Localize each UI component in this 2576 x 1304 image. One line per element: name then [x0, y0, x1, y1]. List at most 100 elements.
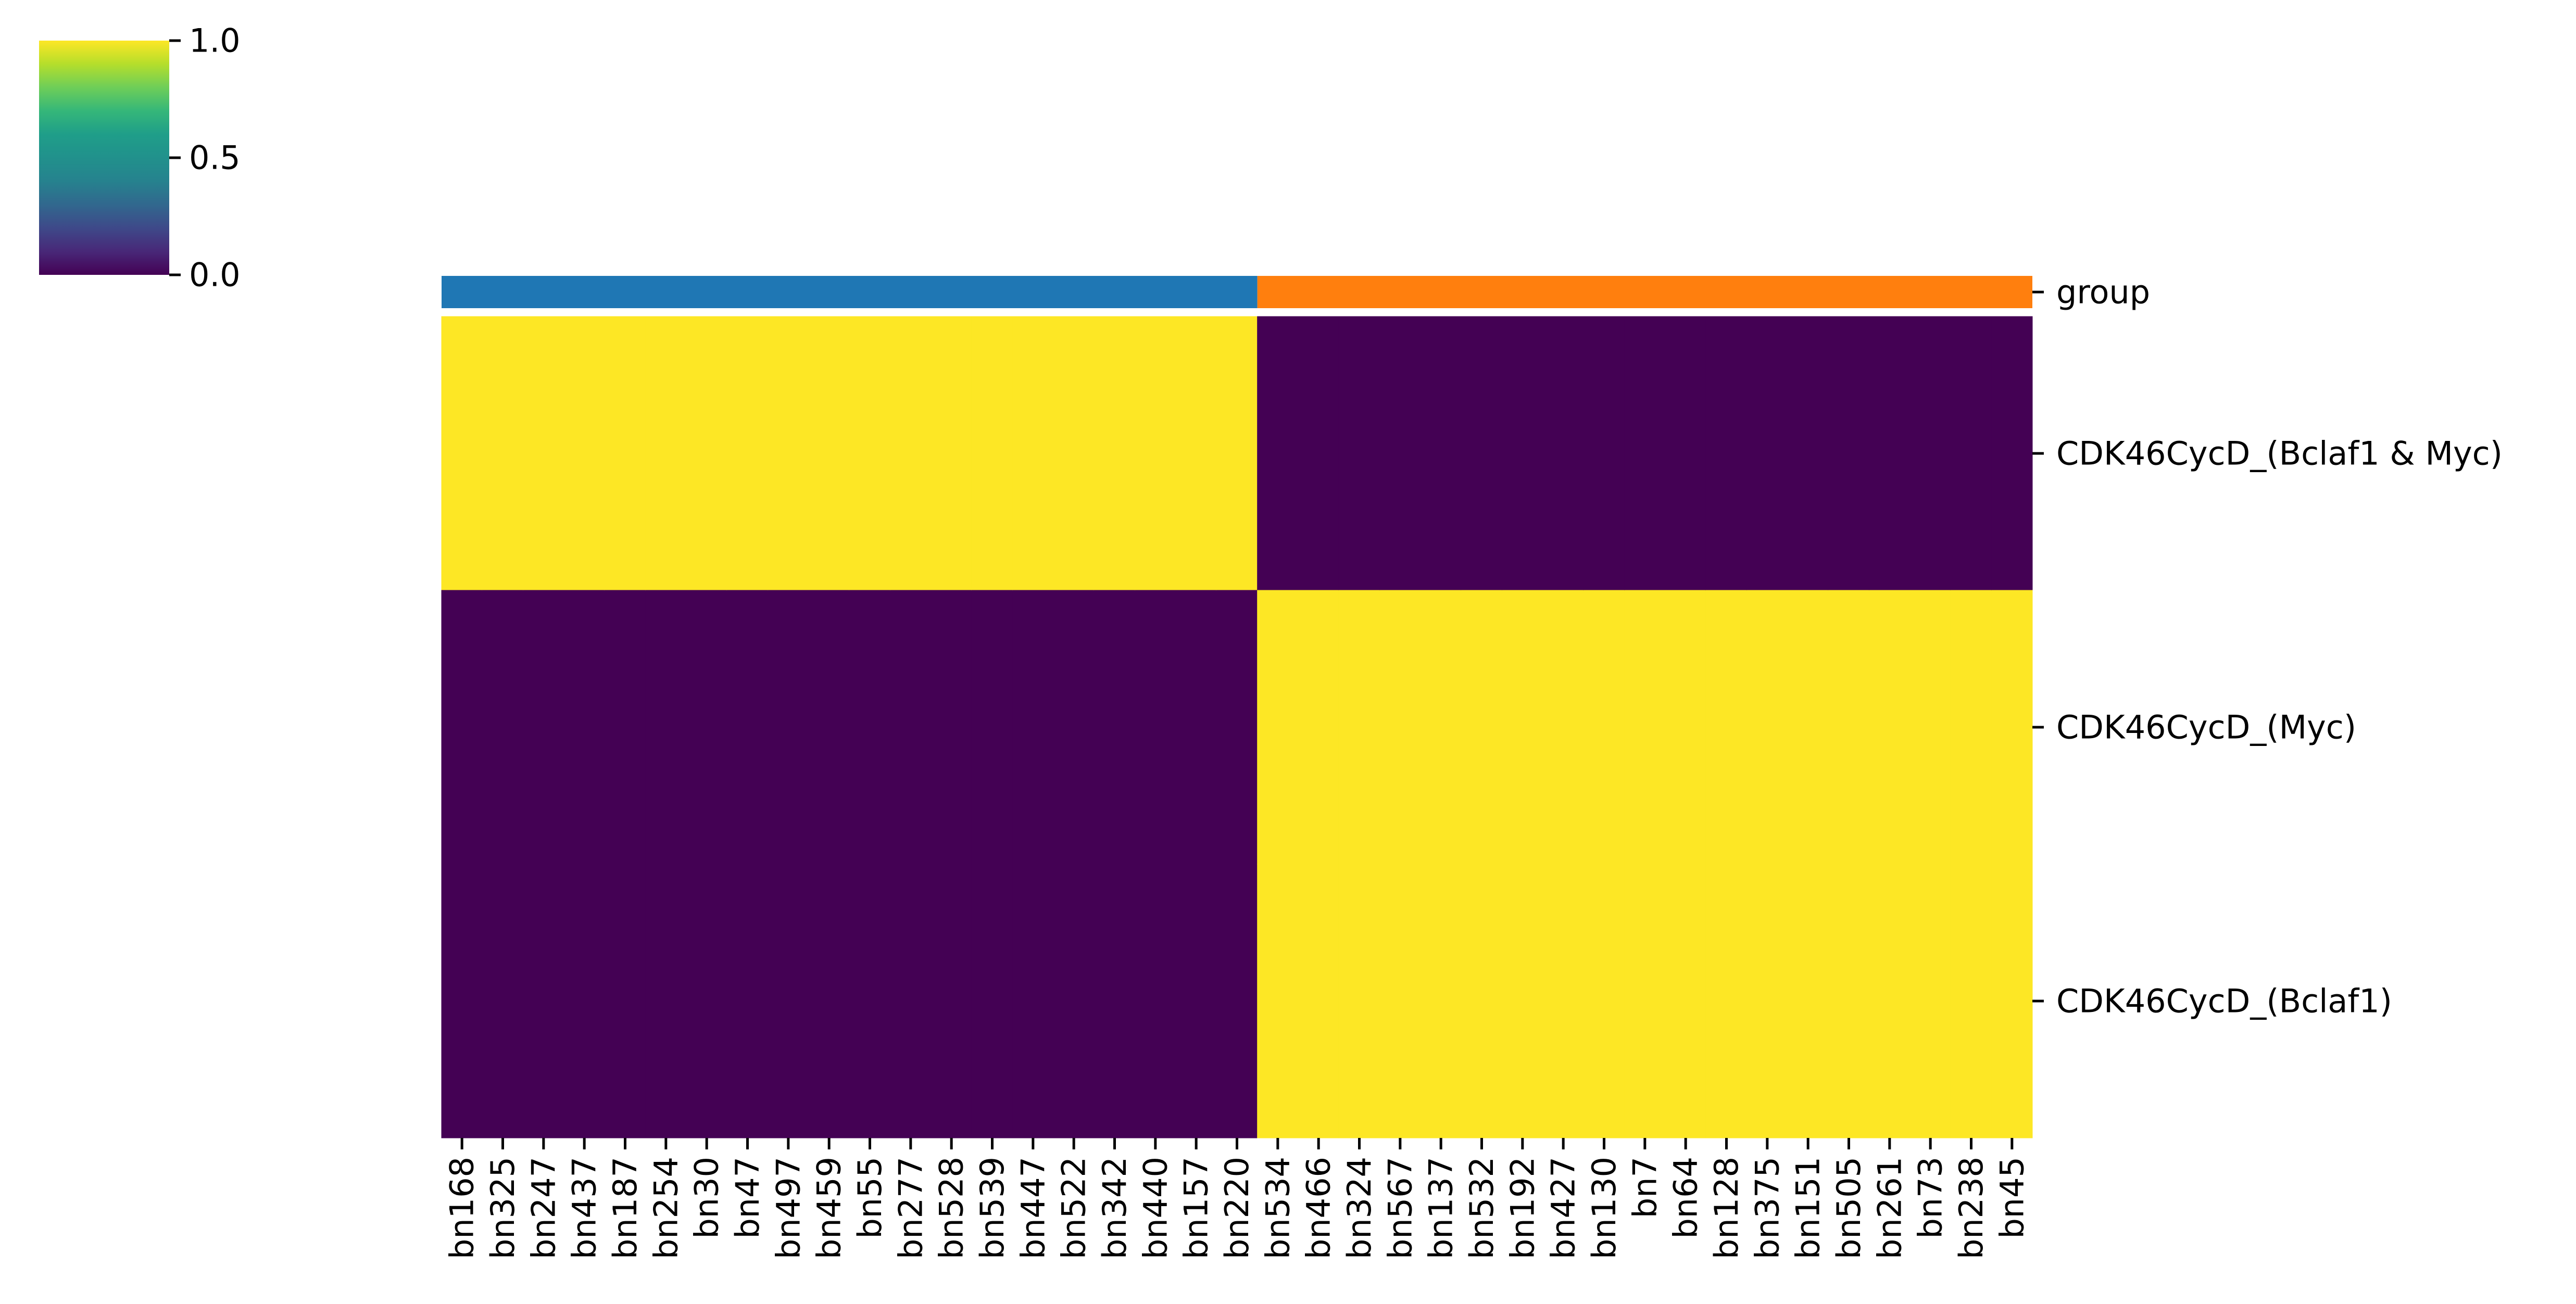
- heatmap-cell: [1665, 864, 1706, 1138]
- heatmap-cell: [1298, 316, 1339, 591]
- heatmap-cell: [1461, 316, 1503, 591]
- heatmap-cell: [1053, 864, 1095, 1138]
- heatmap-cell: [1298, 864, 1339, 1138]
- row-label-group: group: [2056, 273, 2150, 311]
- heatmap-cell: [931, 864, 972, 1138]
- row-label: CDK46CycD_(Bclaf1): [2056, 982, 2392, 1020]
- heatmap-cell: [1705, 590, 1748, 865]
- heatmap-cell: [1135, 864, 1176, 1138]
- group-bar-segment: [442, 276, 1258, 308]
- heatmap-cell: [971, 590, 1013, 865]
- column-label: bn440: [1136, 1157, 1174, 1259]
- heatmap-cell: [604, 590, 646, 865]
- heatmap-cell: [563, 316, 605, 591]
- heatmap-cell: [768, 590, 809, 865]
- group-color-bar: [442, 276, 2032, 308]
- heatmap-cell: [1869, 316, 1911, 591]
- column-label: bn261: [1870, 1157, 1908, 1259]
- heatmap-cell: [1542, 590, 1584, 865]
- heatmap-cell: [1828, 864, 1870, 1138]
- heatmap-cell: [441, 590, 483, 865]
- heatmap-cell: [808, 590, 850, 865]
- heatmap-cell: [1991, 590, 2033, 865]
- heatmap-cell: [849, 590, 891, 865]
- column-label: bn7: [1626, 1157, 1664, 1218]
- column-label: bn168: [443, 1157, 481, 1259]
- column-label: bn277: [891, 1157, 929, 1259]
- heatmap-cell: [1909, 864, 1951, 1138]
- heatmap-cell: [726, 590, 769, 865]
- heatmap-cell: [1909, 316, 1951, 591]
- heatmap-cell: [849, 316, 891, 591]
- heatmap-cell: [1828, 316, 1870, 591]
- colorbar-tick-label: 1.0: [189, 22, 241, 60]
- column-label: bn447: [1014, 1157, 1052, 1259]
- heatmap-cell: [1298, 590, 1339, 865]
- heatmap-cell: [971, 316, 1013, 591]
- heatmap-cell: [1257, 316, 1299, 591]
- heatmap-cell: [1338, 864, 1380, 1138]
- heatmap-cell: [890, 590, 932, 865]
- column-label: bn466: [1300, 1157, 1338, 1259]
- heatmap-cell: [726, 864, 769, 1138]
- heatmap-cell: [645, 316, 687, 591]
- row-labels: group CDK46CycD_(Bclaf1 & Myc) CDK46CycD_(…: [2032, 273, 2503, 1020]
- heatmap-cell: [1624, 316, 1666, 591]
- row-label: CDK46CycD_(Bclaf1 & Myc): [2056, 435, 2503, 473]
- heatmap-cell: [849, 864, 891, 1138]
- heatmap-cell: [1950, 864, 1992, 1138]
- heatmap-cell: [1338, 316, 1380, 591]
- heatmap-cell: [1420, 316, 1462, 591]
- heatmap-cell: [1542, 864, 1584, 1138]
- heatmap-cell: [686, 316, 727, 591]
- column-label: bn151: [1789, 1157, 1827, 1259]
- heatmap-cell: [1869, 864, 1911, 1138]
- heatmap-cell: [1379, 590, 1421, 865]
- heatmap-cell: [1746, 316, 1788, 591]
- heatmap-cell: [523, 864, 564, 1138]
- column-label: bn47: [728, 1157, 766, 1239]
- colorbar-tick-label: 0.0: [189, 256, 241, 294]
- heatmap-cell: [1787, 864, 1829, 1138]
- row-label: CDK46CycD_(Myc): [2056, 708, 2356, 746]
- heatmap-cell: [1461, 864, 1503, 1138]
- heatmap-cell: [1502, 864, 1543, 1138]
- heatmap-cell: [1135, 316, 1176, 591]
- column-label: bn247: [524, 1157, 562, 1259]
- heatmap-cell: [1420, 590, 1462, 865]
- heatmap-cell: [1379, 316, 1421, 591]
- column-label: bn567: [1381, 1157, 1419, 1259]
- column-label: bn528: [933, 1157, 971, 1259]
- column-label: bn522: [1055, 1157, 1093, 1259]
- heatmap-cell: [645, 590, 687, 865]
- group-bar-segment: [1257, 276, 2032, 308]
- heatmap-cell: [1257, 590, 1299, 865]
- heatmap-cell: [768, 316, 809, 591]
- heatmap-cell: [1012, 864, 1054, 1138]
- heatmap-cell: [1175, 590, 1217, 865]
- heatmap-cell: [1624, 590, 1666, 865]
- heatmap-cell: [482, 864, 524, 1138]
- heatmap-cell: [1502, 316, 1543, 591]
- column-label: bn73: [1912, 1157, 1950, 1239]
- heatmap-cell: [1583, 316, 1625, 591]
- colorbar-tick-label: 0.5: [189, 139, 241, 177]
- heatmap-cell: [1583, 864, 1625, 1138]
- heatmap-cell: [931, 590, 972, 865]
- heatmap-cell: [441, 864, 483, 1138]
- column-label: bn130: [1585, 1157, 1623, 1259]
- column-label: bn157: [1177, 1157, 1215, 1259]
- heatmap-cell: [931, 316, 972, 591]
- heatmap-cell: [1869, 590, 1911, 865]
- column-label: bn532: [1463, 1157, 1501, 1259]
- heatmap-cell: [808, 316, 850, 591]
- heatmap-cell: [971, 864, 1013, 1138]
- column-label: bn459: [810, 1157, 848, 1259]
- column-label: bn64: [1667, 1157, 1705, 1239]
- column-label: bn137: [1422, 1157, 1460, 1259]
- heatmap-cells: [441, 316, 2033, 1138]
- heatmap-cell: [1950, 316, 1992, 591]
- column-label: bn238: [1952, 1157, 1990, 1259]
- column-label: bn128: [1707, 1157, 1745, 1259]
